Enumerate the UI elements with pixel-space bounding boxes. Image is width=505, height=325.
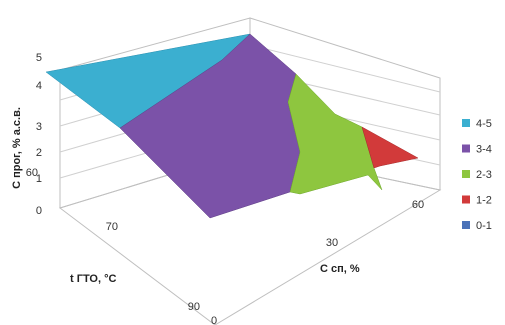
legend: 4-5 3-4 2-3 1-2 0-1 (462, 118, 492, 232)
y-axis: 0 30 60 C сп, % (211, 199, 424, 325)
z-axis: 0 1 2 3 4 5 C прог, % а.с.в. (11, 52, 42, 217)
z-tick-label: 2 (36, 147, 42, 159)
y-axis-title: C сп, % (320, 263, 360, 275)
grid-line (249, 44, 441, 93)
x-axis-title: t ГТО, °C (70, 273, 116, 285)
y-tick-label: 0 (211, 315, 217, 325)
legend-swatch (462, 195, 470, 204)
x-tick-label: 90 (188, 301, 200, 313)
surface (45, 33, 419, 219)
legend-label: 2-3 (476, 169, 492, 181)
z-axis-title: C прог, % а.с.в. (11, 107, 23, 189)
y-tick-label: 30 (326, 237, 338, 249)
x-axis: 60 70 90 t ГТО, °C (26, 167, 200, 313)
legend-swatch (462, 144, 470, 153)
z-tick-label: 5 (36, 52, 42, 64)
legend-swatch (462, 221, 470, 229)
band-1-2 (361, 126, 419, 169)
x-tick-label: 60 (26, 167, 38, 179)
legend-swatch (462, 170, 470, 178)
legend-label: 1-2 (476, 195, 492, 207)
z-tick-label: 3 (36, 121, 42, 133)
legend-label: 3-4 (476, 144, 492, 156)
legend-label: 4-5 (476, 118, 492, 130)
legend-swatch (462, 119, 470, 127)
z-tick-label: 1 (36, 173, 42, 185)
z-tick-label: 4 (36, 80, 42, 92)
x-tick-label: 70 (106, 221, 118, 233)
y-tick-label: 60 (412, 199, 424, 211)
band-2-3 (287, 73, 383, 195)
legend-label: 0-1 (476, 220, 492, 232)
z-tick-label: 0 (36, 205, 42, 217)
